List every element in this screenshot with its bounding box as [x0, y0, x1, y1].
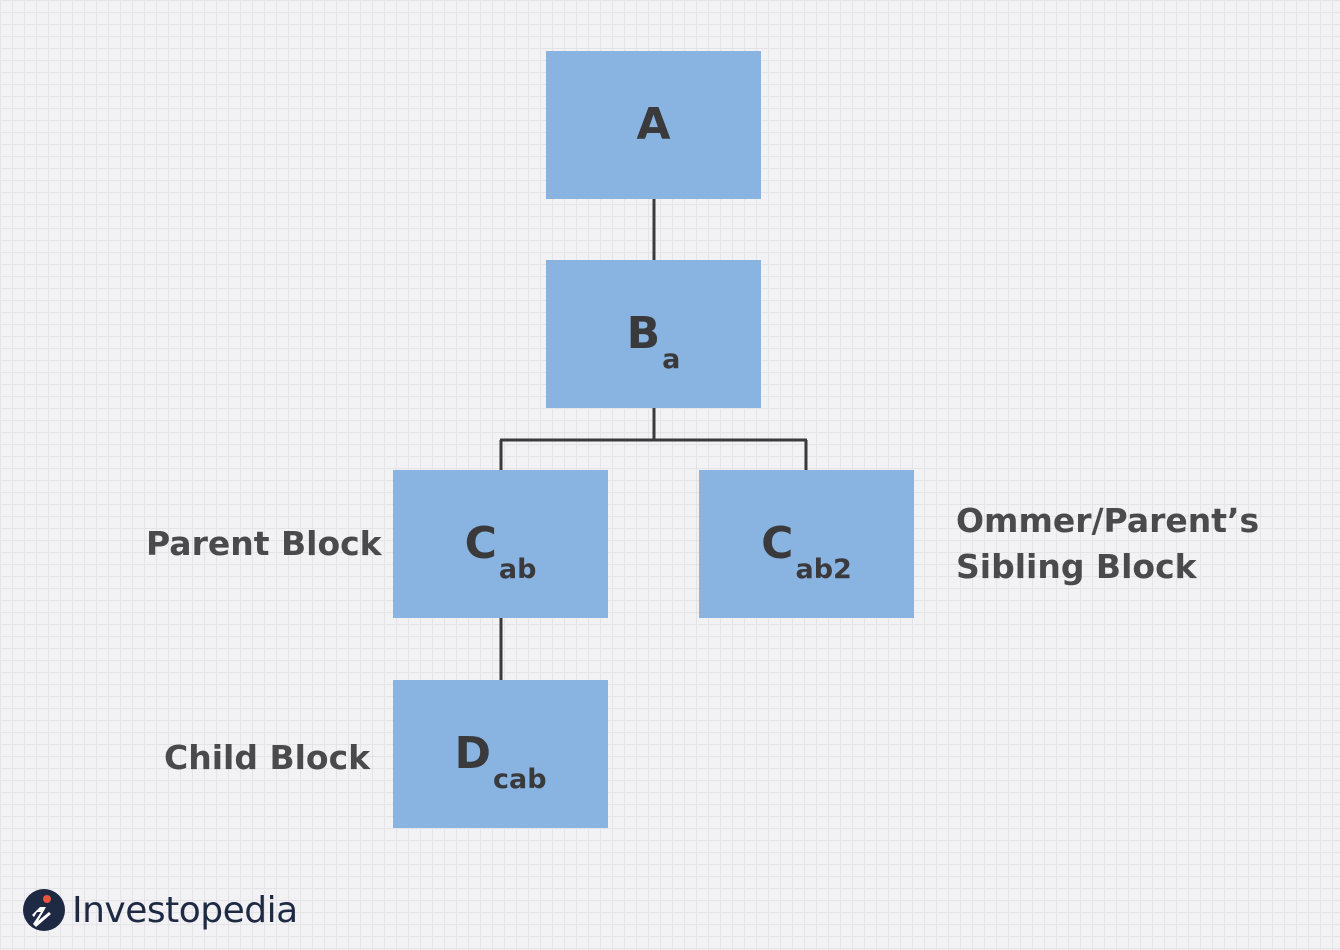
- block-b-subscript: a: [662, 344, 681, 375]
- block-a-letter: A: [636, 99, 671, 150]
- block-c-ommer: Cab2: [699, 470, 914, 618]
- block-c-parent-subscript: ab: [498, 554, 537, 585]
- block-a-label: A: [636, 103, 670, 147]
- block-d-letter: D: [454, 728, 491, 779]
- parent-block-label: Parent Block: [146, 524, 382, 563]
- block-d-subscript: cab: [492, 764, 547, 795]
- block-a: A: [546, 51, 761, 199]
- block-c-parent-label: Cab: [465, 522, 537, 584]
- ommer-label-line-2: Sibling Block: [956, 547, 1197, 586]
- block-b: Ba: [546, 260, 761, 408]
- investopedia-i-icon: [23, 889, 65, 931]
- block-b-label: Ba: [627, 312, 681, 374]
- investopedia-logo: Investopedia: [22, 886, 298, 934]
- block-c-ommer-subscript: ab2: [795, 554, 852, 585]
- block-c-parent-letter: C: [464, 518, 497, 569]
- ommer-block-label: Ommer/Parent’s Sibling Block: [956, 498, 1259, 590]
- block-c-ommer-letter: C: [761, 518, 794, 569]
- brand-name: Investopedia: [72, 889, 298, 931]
- block-b-letter: B: [626, 308, 661, 359]
- ommer-label-line-1: Ommer/Parent’s: [956, 501, 1260, 540]
- child-block-label: Child Block: [164, 738, 371, 777]
- block-d-label: Dcab: [454, 732, 546, 794]
- block-c-parent: Cab: [393, 470, 608, 618]
- block-d: Dcab: [393, 680, 608, 828]
- block-c-ommer-label: Cab2: [761, 522, 852, 584]
